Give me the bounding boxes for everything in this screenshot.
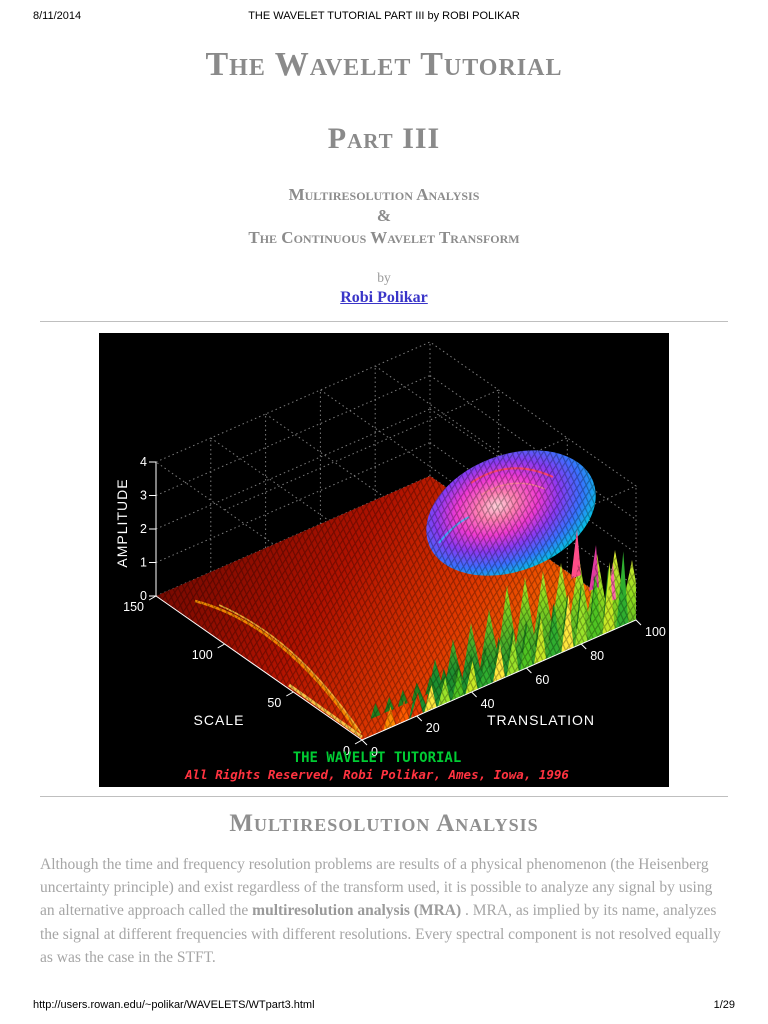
y-axis-label: SCALE bbox=[194, 712, 245, 728]
tick-label: 2 bbox=[140, 522, 147, 536]
tick-label: 0 bbox=[140, 589, 147, 603]
subtitle: Multiresolution Analysis & The Continuou… bbox=[0, 184, 768, 248]
figure-caption-copyright: All Rights Reserved, Robi Polikar, Ames,… bbox=[184, 767, 569, 782]
print-date: 8/11/2014 bbox=[33, 10, 82, 22]
tick-label: 60 bbox=[535, 673, 549, 687]
z-axis-label: AMPLITUDE bbox=[114, 478, 130, 567]
tick-label: 4 bbox=[140, 455, 147, 469]
section-heading: Multiresolution Analysis bbox=[229, 809, 539, 837]
tick-label: 0 bbox=[371, 745, 378, 759]
tick-label: 3 bbox=[140, 488, 147, 502]
wavelet-3d-figure: 0 1 2 3 4 0 50 100 150 0 20 40 60 80 100 AMPLITUDE SCA… bbox=[99, 332, 669, 787]
article: The Wavelet Tutorial Part III Multiresol… bbox=[0, 24, 768, 969]
subtitle-line-1: Multiresolution Analysis bbox=[288, 185, 480, 204]
tick-label: 50 bbox=[267, 696, 281, 710]
subtitle-line-2: The Continuous Wavelet Transform bbox=[248, 227, 520, 247]
byline: by bbox=[377, 269, 391, 285]
footer-page-number: 1/29 bbox=[713, 999, 735, 1011]
tick-label: 1 bbox=[140, 555, 147, 569]
body-paragraph: Although the time and frequency resoluti… bbox=[40, 853, 728, 969]
part-title: Part III bbox=[327, 122, 441, 155]
tick-label: 0 bbox=[343, 744, 350, 758]
subtitle-ampersand: & bbox=[376, 206, 392, 226]
print-footer: http://users.rowan.edu/~polikar/WAVELETS… bbox=[33, 999, 735, 1011]
tick-label: 80 bbox=[590, 649, 604, 663]
tick-label: 20 bbox=[426, 721, 440, 735]
print-header: 8/11/2014 THE WAVELET TUTORIAL PART III … bbox=[33, 10, 735, 24]
tick-label: 40 bbox=[481, 697, 495, 711]
tick-label: 150 bbox=[123, 600, 144, 614]
author-link[interactable]: Robi Polikar bbox=[340, 288, 428, 306]
bottom-divider bbox=[40, 795, 728, 797]
axis-tick-marks bbox=[148, 461, 642, 746]
paragraph-bold-text: multiresolution analysis (MRA) bbox=[252, 902, 462, 920]
footer-url: http://users.rowan.edu/~polikar/WAVELETS… bbox=[33, 999, 315, 1011]
paragraph-text-before: Although the time and frequency resoluti… bbox=[40, 855, 713, 920]
paragraph-text-after: . MRA, as implied by its name, analyzes … bbox=[40, 902, 721, 966]
x-axis-label: TRANSLATION bbox=[487, 712, 595, 728]
tick-label: 100 bbox=[645, 625, 666, 639]
main-title: The Wavelet Tutorial bbox=[205, 46, 563, 83]
print-header-title: THE WAVELET TUTORIAL PART III by ROBI PO… bbox=[248, 10, 520, 22]
tick-label: 100 bbox=[192, 648, 213, 662]
figure-caption-title: THE WAVELET TUTORIAL bbox=[293, 750, 462, 766]
top-divider bbox=[40, 320, 728, 322]
